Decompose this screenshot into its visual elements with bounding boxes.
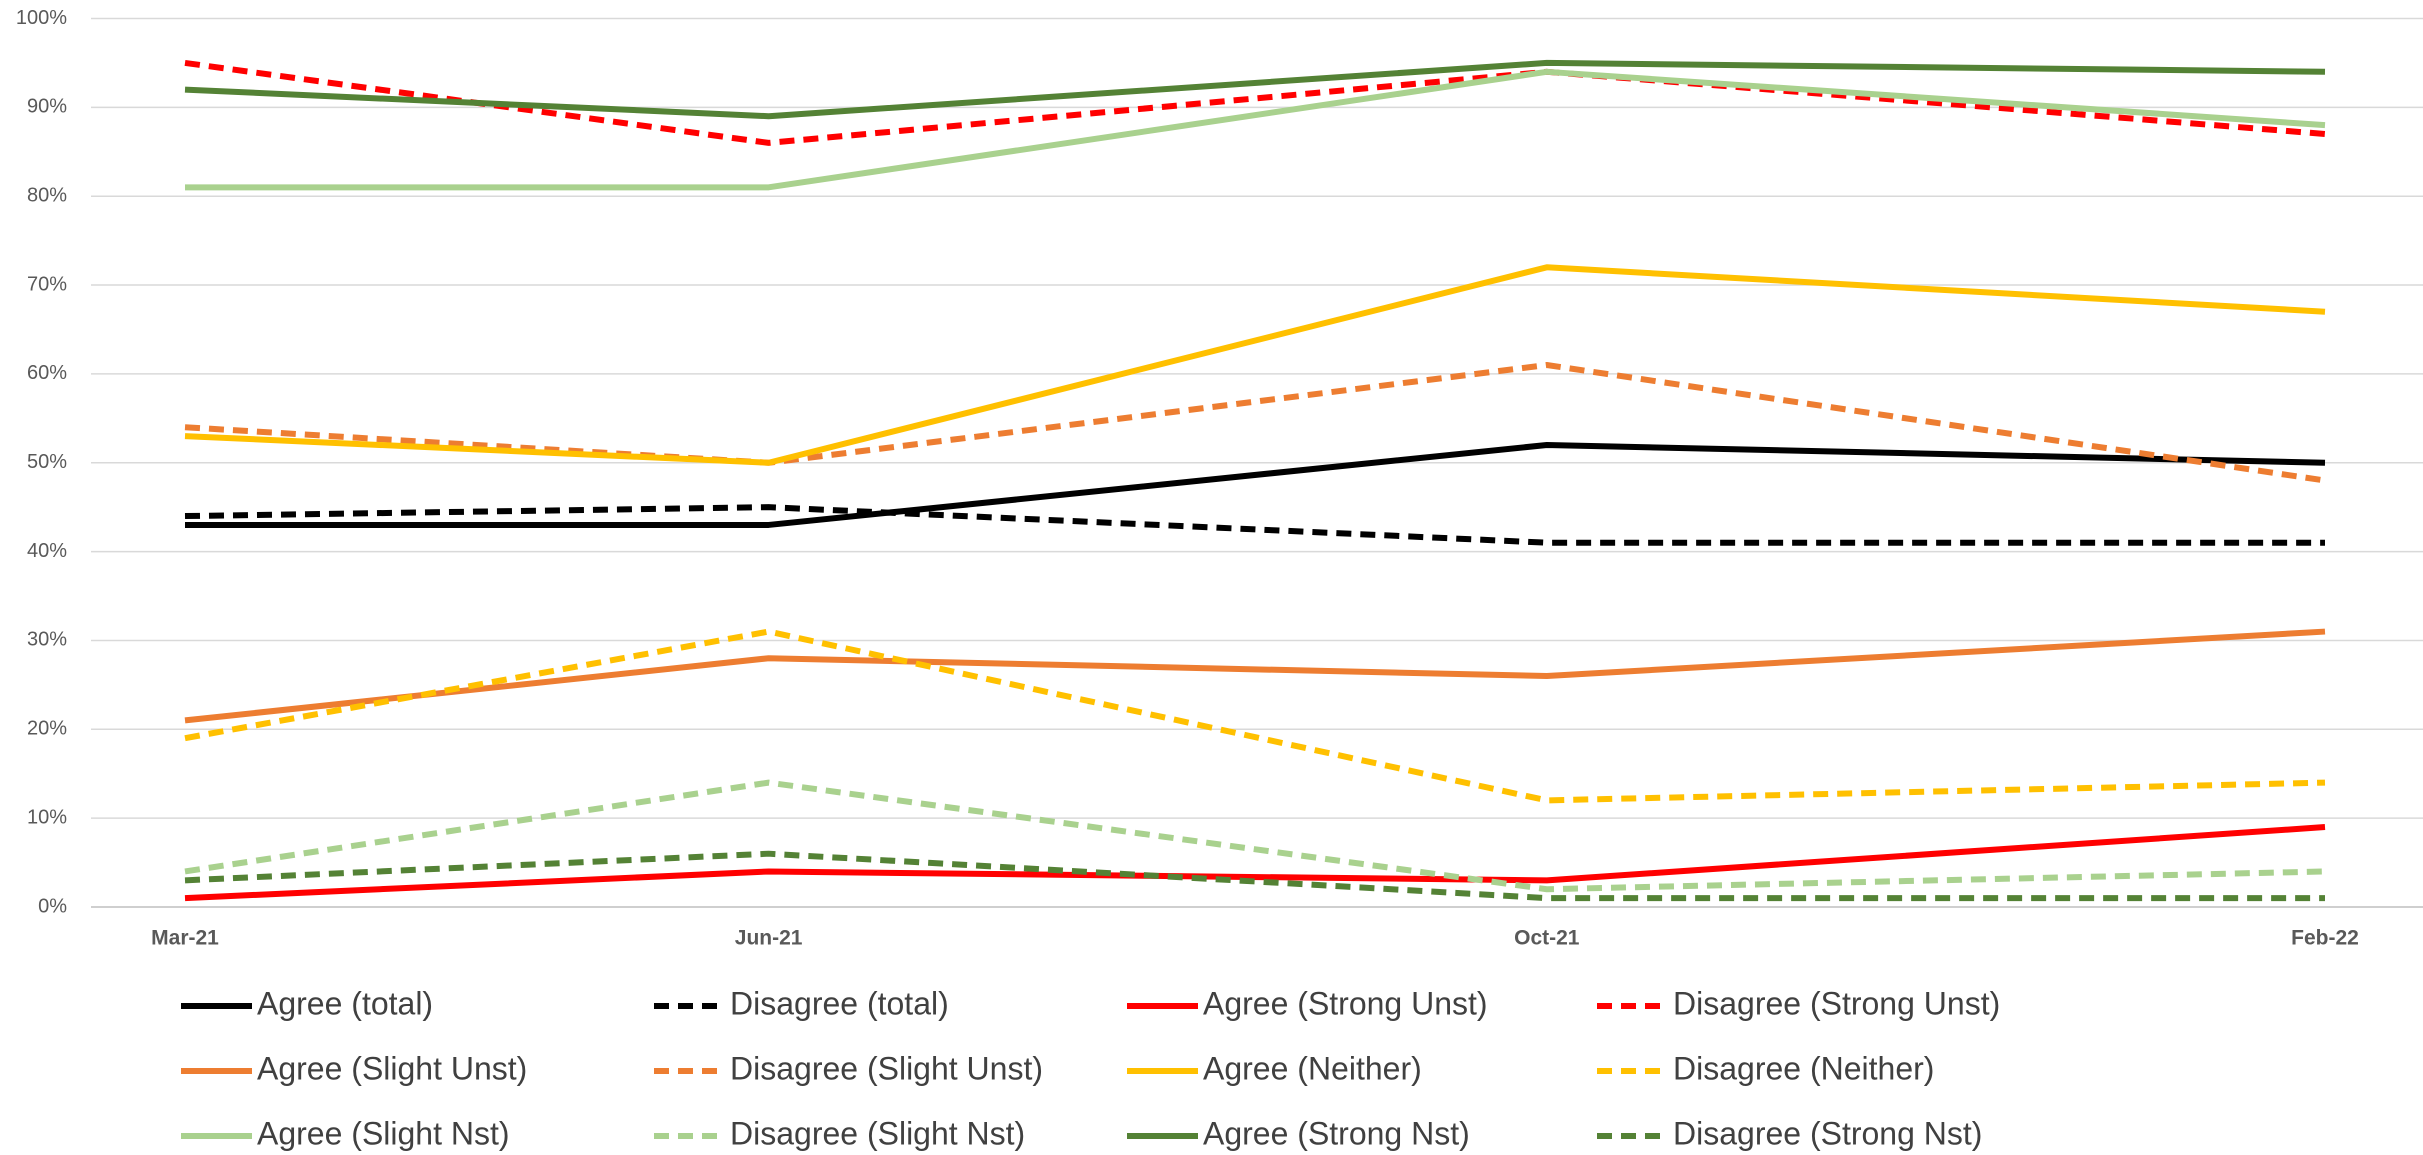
legend-label: Agree (total) (257, 985, 433, 1021)
legend-label: Disagree (total) (730, 985, 949, 1021)
y-tick-label: 30% (27, 629, 67, 651)
series-line (185, 68, 2326, 191)
series-line (184, 850, 2325, 902)
y-tick-label: 100% (16, 7, 67, 29)
legend-label: Disagree (Slight Nst) (730, 1115, 1025, 1151)
series-line (185, 441, 2326, 528)
y-tick-label: 50% (27, 451, 67, 473)
legend-label: Disagree (Strong Nst) (1673, 1115, 1982, 1151)
series-line (184, 362, 2326, 484)
y-tick-label: 0% (38, 895, 67, 917)
series-line (184, 628, 2326, 804)
series-line (184, 264, 2326, 466)
legend-label: Agree (Strong Nst) (1203, 1115, 1470, 1151)
x-tick-label: Oct-21 (1514, 927, 1580, 950)
y-tick-label: 60% (27, 362, 67, 384)
y-tick-label: 20% (27, 718, 67, 740)
x-tick-label: Mar-21 (151, 927, 219, 950)
series-line (184, 628, 2326, 724)
y-tick-label: 70% (27, 273, 67, 295)
y-tick-label: 90% (27, 96, 67, 118)
legend-label: Agree (Strong Unst) (1203, 985, 1488, 1021)
y-tick-label: 40% (27, 540, 67, 562)
legend-label: Agree (Neither) (1203, 1050, 1422, 1086)
y-tick-label: 80% (27, 184, 67, 206)
legend-label: Agree (Slight Unst) (257, 1050, 527, 1086)
legend-label: Disagree (Slight Unst) (730, 1050, 1043, 1086)
series-line (184, 504, 2325, 546)
legend-label: Disagree (Strong Unst) (1673, 985, 2000, 1021)
legend-label: Disagree (Neither) (1673, 1050, 1934, 1086)
series-line (184, 779, 2326, 893)
series-line (184, 824, 2326, 902)
x-tick-label: Feb-22 (2291, 927, 2359, 950)
series-line (184, 59, 2326, 120)
y-tick-label: 10% (27, 806, 67, 828)
legend-label: Agree (Slight Nst) (257, 1115, 510, 1151)
x-tick-label: Jun-21 (735, 927, 803, 950)
